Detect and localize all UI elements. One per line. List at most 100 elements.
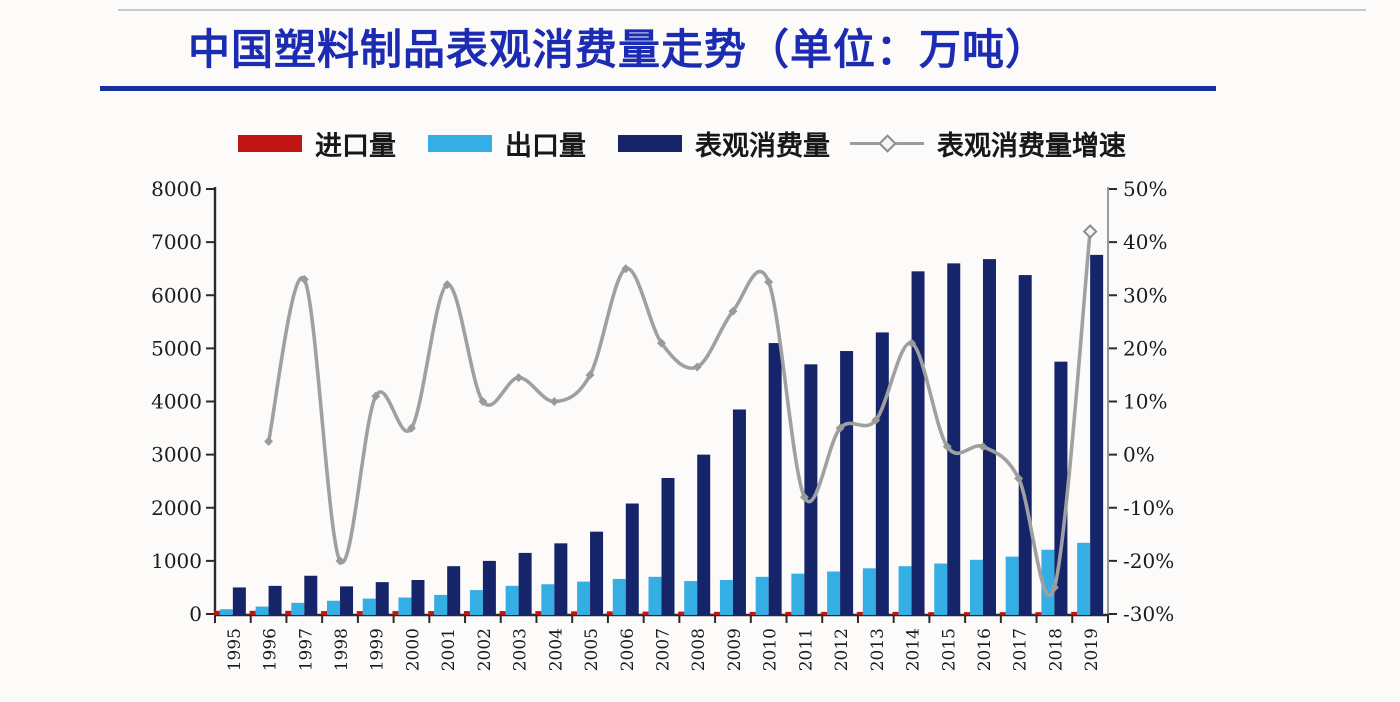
growth-marker-2019 <box>1082 224 1098 239</box>
bar-表观消费量-2007 <box>661 478 675 615</box>
bar-进口量-2013 <box>856 611 863 615</box>
growth-marker-1998 <box>335 556 345 566</box>
x-axis-label: 1997 <box>296 628 316 671</box>
bar-进口量-2007 <box>642 611 649 615</box>
legend-item-consumption: 表观消费量 <box>618 122 830 164</box>
x-axis-label: 1998 <box>332 628 352 671</box>
bar-进口量-2019 <box>1071 611 1078 615</box>
growth-marker-1999 <box>371 391 381 401</box>
x-axis-label: 1999 <box>368 628 388 671</box>
bar-出口量-2016 <box>969 559 983 615</box>
x-axis-label: 2009 <box>725 628 745 671</box>
legend-item-export: 出口量 <box>428 122 586 164</box>
right-axis-label: 10% <box>1123 390 1167 414</box>
bar-进口量-2011 <box>785 611 792 615</box>
left-axis-label: 8000 <box>151 177 202 201</box>
growth-marker-2012 <box>835 423 845 433</box>
legend-label-import: 进口量 <box>315 130 396 162</box>
bar-表观消费量-2006 <box>625 503 639 615</box>
bar-表观消费量-2013 <box>875 332 889 615</box>
bar-出口量-2014 <box>898 566 912 615</box>
bar-出口量-2019 <box>1077 542 1091 615</box>
bar-出口量-2010 <box>755 576 769 615</box>
bar-表观消费量-2005 <box>590 531 604 615</box>
bar-表观消费量-1998 <box>340 586 354 615</box>
growth-marker-2013 <box>871 415 881 425</box>
top-divider-line <box>118 9 1366 11</box>
left-axis-label: 4000 <box>151 390 202 414</box>
bar-出口量-2009 <box>719 580 733 615</box>
bar-表观消费量-2016 <box>982 259 996 615</box>
bar-表观消费量-2004 <box>554 543 568 615</box>
growth-marker-2005 <box>585 370 595 380</box>
bar-进口量-2001 <box>428 611 435 615</box>
bar-进口量-2014 <box>892 611 899 615</box>
bar-表观消费量-2008 <box>697 454 711 615</box>
bar-出口量-1995 <box>219 609 233 615</box>
bar-表观消费量-1996 <box>268 585 282 615</box>
bar-出口量-2004 <box>541 584 555 615</box>
growth-marker-2015 <box>942 442 952 452</box>
bar-出口量-1999 <box>362 598 376 615</box>
left-axis-label: 1000 <box>151 549 202 573</box>
bar-进口量-2008 <box>678 611 685 615</box>
bar-表观消费量-1995 <box>232 587 246 615</box>
bar-表观消费量-1999 <box>375 582 389 615</box>
growth-marker-2007 <box>657 338 666 348</box>
x-axis-label: 2003 <box>511 628 531 671</box>
bar-出口量-2000 <box>398 597 412 615</box>
bar-出口量-1998 <box>327 600 341 615</box>
bar-表观消费量-2019 <box>1090 254 1104 615</box>
growth-marker-2006 <box>621 264 631 274</box>
legend-item-growth: 表观消费量增速 <box>850 122 1126 164</box>
bar-表观消费量-2000 <box>411 580 425 615</box>
x-axis-label: 1995 <box>225 628 245 671</box>
title-underline <box>100 86 1216 91</box>
right-axis-label: 0% <box>1123 443 1155 467</box>
growth-marker-2018 <box>1049 582 1059 592</box>
x-axis-label: 2014 <box>904 628 924 671</box>
left-axis-label: 0 <box>189 602 202 626</box>
bar-进口量-2012 <box>821 611 828 615</box>
right-axis-label: 20% <box>1123 336 1167 360</box>
right-axis-label: -20% <box>1123 549 1174 573</box>
bar-进口量-1995 <box>213 610 220 615</box>
growth-marker-2000 <box>406 423 416 433</box>
bar-进口量-1997 <box>285 610 292 615</box>
x-axis-label: 2005 <box>582 628 602 671</box>
x-axis-label: 2019 <box>1082 628 1102 671</box>
x-axis-label: 2017 <box>1011 628 1031 671</box>
bar-表观消费量-2003 <box>518 552 532 615</box>
growth-marker-2011 <box>799 492 809 502</box>
bar-出口量-2005 <box>577 581 591 615</box>
x-axis-label: 2016 <box>975 628 995 671</box>
bar-进口量-2015 <box>928 612 935 615</box>
growth-marker-2016 <box>978 442 988 452</box>
bar-进口量-2004 <box>535 611 542 615</box>
right-axis-label: 30% <box>1123 283 1167 307</box>
bar-进口量-1996 <box>249 610 256 615</box>
bar-出口量-2015 <box>934 563 948 615</box>
growth-marker-1996 <box>264 436 274 446</box>
growth-marker-2010 <box>764 277 774 287</box>
x-axis-label: 2008 <box>689 628 709 671</box>
right-axis-label: 40% <box>1123 230 1167 254</box>
left-axis-label: 2000 <box>151 496 202 520</box>
x-axis-label: 2006 <box>618 628 638 671</box>
bar-进口量-2006 <box>606 611 613 615</box>
growth-marker-2002 <box>478 397 488 406</box>
legend-label-consumption: 表观消费量 <box>695 130 830 162</box>
page-title: 中国塑料制品表观消费量走势（单位：万吨） <box>187 25 1048 74</box>
left-axis-label: 7000 <box>151 230 202 254</box>
legend: 进口量 出口量 表观消费量 表观消费量增速 <box>0 122 1400 164</box>
x-axis-label: 2012 <box>832 628 852 671</box>
bar-出口量-2008 <box>684 581 698 615</box>
bar-出口量-1997 <box>291 602 305 615</box>
bar-进口量-2002 <box>463 611 470 615</box>
growth-marker-2017 <box>1014 474 1024 484</box>
bar-进口量-2009 <box>713 611 720 615</box>
bar-表观消费量-2018 <box>1054 361 1068 615</box>
bar-出口量-2017 <box>1005 556 1019 615</box>
